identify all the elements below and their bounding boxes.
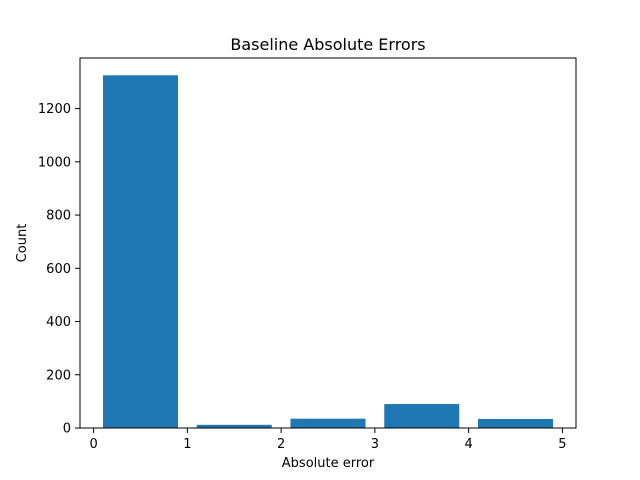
bar-4 (478, 418, 554, 428)
bar-1 (196, 424, 272, 428)
chart-title: Baseline Absolute Errors (230, 35, 425, 54)
y-tick-label: 0 (63, 422, 71, 437)
x-tick-label: 3 (371, 437, 379, 452)
y-tick-label: 1000 (38, 155, 71, 170)
y-tick-label: 600 (46, 262, 71, 277)
y-tick-label: 400 (46, 315, 71, 330)
bars-group (102, 75, 554, 429)
y-tick-label: 800 (46, 209, 71, 224)
bar-3 (384, 404, 460, 428)
x-tick-label: 2 (277, 437, 285, 452)
y-axis-label: Count (15, 224, 30, 263)
y-tick-label: 1200 (38, 102, 71, 117)
axes-frame (79, 57, 577, 429)
y-ticks-group: 0 200 400 600 800 1000 1200 (38, 102, 80, 437)
bar-0 (102, 75, 178, 429)
x-tick-label: 4 (465, 437, 473, 452)
bar-2 (290, 418, 366, 428)
x-axis-label: Absolute error (282, 456, 375, 471)
x-tick-label: 5 (558, 437, 566, 452)
x-tick-label: 1 (183, 437, 191, 452)
y-tick-label: 200 (46, 368, 71, 383)
x-ticks-group: 0 1 2 3 4 5 (89, 428, 567, 452)
x-tick-label: 0 (89, 437, 97, 452)
